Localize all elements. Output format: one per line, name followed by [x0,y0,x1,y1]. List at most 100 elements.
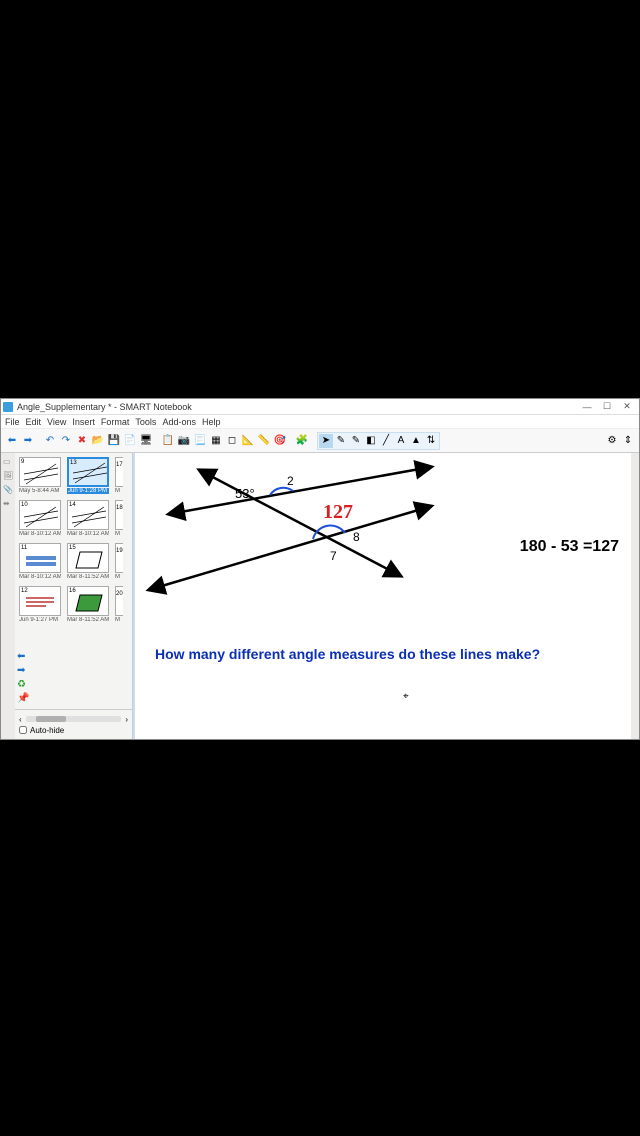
measure-button[interactable]: 📏 [257,434,271,448]
thumb-label: Mar 8-10:12 AM [19,531,61,537]
scroll-left-icon[interactable]: ‹ [19,715,22,724]
prev-page-button[interactable]: ⬅ [5,434,19,448]
angle-2-label: 2 [287,474,294,488]
thumb-num: 12 [21,588,28,594]
screen-button[interactable]: 🖥 [139,434,153,448]
thumb-num: 14 [69,502,76,508]
app-window: Angle_Supplementary * - SMART Notebook —… [0,398,640,740]
panel-nav: ⬅ ➡ ♻ 📌 [17,651,29,705]
thumb-label: Mar 8-10:12 AM [19,574,61,580]
maximize-button[interactable]: ☐ [597,400,617,414]
thumbnail[interactable]: 12 Jun 9-1:27 PM [19,586,61,623]
thumb-row: 9 May 5-8:44 AM 13 Jun 9-1:28 PM 17 [19,457,128,494]
thumbnail[interactable]: 16 Mar 8-11:52 AM [67,586,109,623]
settings-icon[interactable]: ⚙ [605,434,619,448]
autohide-checkbox[interactable]: Auto-hide [19,726,128,735]
menu-file[interactable]: File [5,417,20,427]
collapse-icon[interactable]: ⇕ [621,434,635,448]
highlighter-tool[interactable]: ✎ [349,434,363,448]
thumb-label: M [115,531,123,537]
nav-right-icon[interactable]: ➡ [17,665,29,677]
panel-bottom: ‹ › Auto-hide [15,709,132,739]
thumb-num: 16 [69,588,76,594]
close-button[interactable]: ✕ [617,400,637,414]
thumb-num: 20 [116,591,123,597]
thumbnail[interactable]: 11 Mar 8-10:12 AM [19,543,61,580]
redo-button[interactable]: ↷ [59,434,73,448]
open-button[interactable]: 📂 [91,434,105,448]
eraser-tool[interactable]: ◧ [364,434,378,448]
nav-recycle-icon[interactable]: ♻ [17,679,29,691]
thumb-label: May 5-8:44 AM [19,488,61,494]
autohide-label: Auto-hide [30,726,64,735]
line-tool[interactable]: ╱ [379,434,393,448]
pen-tool[interactable]: ✎ [334,434,348,448]
thumbnail[interactable]: 18 M [115,500,123,537]
thumb-label: M [115,617,123,623]
thumbnail[interactable]: 10 Mar 8-10:12 AM [19,500,61,537]
save-button[interactable]: 💾 [107,434,121,448]
menu-tools[interactable]: Tools [135,417,156,427]
text-tool[interactable]: A [394,434,408,448]
question-text: How many different angle measures do the… [155,646,605,662]
tab-gallery-icon[interactable]: 🖼 [3,471,13,483]
menu-help[interactable]: Help [202,417,221,427]
cursor-icon: ⌖ [403,691,409,702]
titlebar: Angle_Supplementary * - SMART Notebook —… [1,399,639,415]
select-tool[interactable]: ➤ [319,434,333,448]
add-page-button[interactable]: 📄 [123,434,137,448]
minimize-button[interactable]: — [577,400,597,414]
menu-view[interactable]: View [47,417,66,427]
undo-button[interactable]: ↶ [43,434,57,448]
menu-format[interactable]: Format [101,417,130,427]
thumb-num: 11 [21,545,27,551]
thumbnail[interactable]: 9 May 5-8:44 AM [19,457,61,494]
hscrollbar[interactable] [26,716,122,722]
nav-left-icon[interactable]: ⬅ [17,651,29,663]
window-title: Angle_Supplementary * - SMART Notebook [17,402,577,412]
tab-attach-icon[interactable]: 📎 [3,485,13,497]
thumb-num: 19 [116,548,123,554]
capture-button[interactable]: 📷 [177,434,191,448]
angle-diagram: 53° 2 7 8 [135,453,445,623]
tab-props-icon[interactable]: ⬌ [3,499,13,511]
autohide-input[interactable] [19,726,27,734]
angle-8-label: 8 [353,530,360,544]
canvas-vscrollbar[interactable] [631,453,639,739]
thumbnail[interactable]: 19 M [115,543,123,580]
app-icon [3,402,13,412]
doc-button[interactable]: 📃 [193,434,207,448]
tab-pages-icon[interactable]: ▭ [3,457,13,469]
thumbnail[interactable]: 13 Jun 9-1:28 PM [67,457,109,494]
next-page-button[interactable]: ➡ [21,434,35,448]
slide-canvas[interactable]: 53° 2 7 8 127 180 - 53 =127 How many dif… [133,453,639,739]
nav-pin-icon[interactable]: 📌 [17,693,29,705]
thumb-label: Mar 8-10:12 AM [67,531,109,537]
thumbnail[interactable]: 20 M [115,586,123,623]
thumb-num: 18 [116,505,123,511]
menubar: File Edit View Insert Format Tools Add-o… [1,415,639,429]
record-button[interactable]: 🎯 [273,434,287,448]
thumbnail[interactable]: 14 Mar 8-10:12 AM [67,500,109,537]
fill-tool[interactable]: ▲ [409,434,423,448]
thumbnail[interactable]: 17 M [115,457,123,494]
paste-button[interactable]: 📋 [161,434,175,448]
shapes-button[interactable]: ◻ [225,434,239,448]
thumbnails-list[interactable]: 9 May 5-8:44 AM 13 Jun 9-1:28 PM 17 [15,453,132,709]
move-tool[interactable]: ⇅ [424,434,438,448]
delete-button[interactable]: ✖ [75,434,89,448]
thumb-row: 12 Jun 9-1:27 PM 16 Mar 8-11:52 AM 20 [19,586,128,623]
side-tabs: ▭ 🖼 📎 ⬌ [1,453,15,739]
table-button[interactable]: ▦ [209,434,223,448]
ruler-button[interactable]: 📐 [241,434,255,448]
menu-insert[interactable]: Insert [72,417,95,427]
thumb-num: 17 [116,462,123,468]
thumbnail[interactable]: 15 Mar 8-11:52 AM [67,543,109,580]
thumb-num: 9 [21,459,24,465]
scroll-right-icon[interactable]: › [125,715,128,724]
thumb-row: 11 Mar 8-10:12 AM 15 Mar 8-11:52 AM 1 [19,543,128,580]
menu-edit[interactable]: Edit [26,417,42,427]
menu-addons[interactable]: Add-ons [162,417,196,427]
toolbar: ⬅ ➡ ↶ ↷ ✖ 📂 💾 📄 🖥 📋 📷 📃 ▦ ◻ 📐 📏 🎯 🧩 ➤ ✎ … [1,429,639,453]
addon-button[interactable]: 🧩 [295,434,309,448]
